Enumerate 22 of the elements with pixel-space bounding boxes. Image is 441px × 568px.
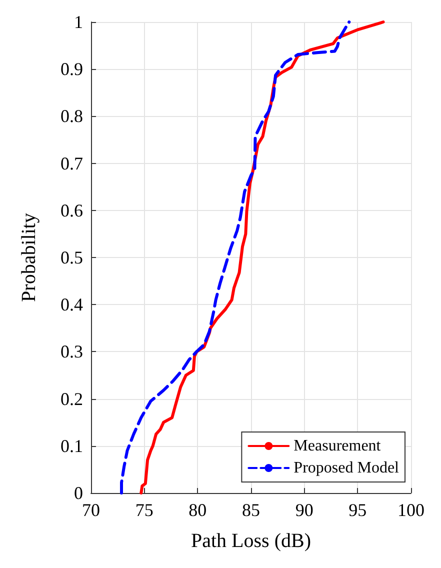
y-tick-label: 0.1: [60, 436, 83, 456]
x-tick-label: 85: [242, 500, 260, 520]
y-tick-label: 0.9: [60, 59, 83, 80]
x-tick-label: 80: [188, 500, 207, 520]
legend-label: Measurement: [294, 438, 382, 454]
y-tick-label: 0.5: [60, 248, 83, 268]
y-tick-label: 1: [74, 12, 83, 32]
y-axis-title: Probability: [18, 213, 40, 302]
x-tick-label: 95: [348, 500, 367, 520]
x-axis-title: Path Loss (dB): [191, 530, 311, 552]
y-tick-label: 0.8: [60, 106, 83, 126]
x-tick-label: 75: [135, 500, 154, 520]
y-tick-label: 0.7: [60, 153, 83, 174]
x-tick-label: 100: [398, 500, 424, 520]
x-tick-label: 70: [82, 500, 100, 520]
legend-label: Proposed Model: [294, 460, 400, 476]
y-tick-label: 0.4: [60, 294, 83, 315]
y-tick-label: 0.6: [60, 200, 83, 220]
y-tick-label: 0: [74, 483, 83, 503]
y-tick-label: 0.3: [60, 342, 83, 362]
y-tick-label: 0.2: [60, 388, 83, 409]
x-tick-label: 90: [295, 500, 314, 520]
